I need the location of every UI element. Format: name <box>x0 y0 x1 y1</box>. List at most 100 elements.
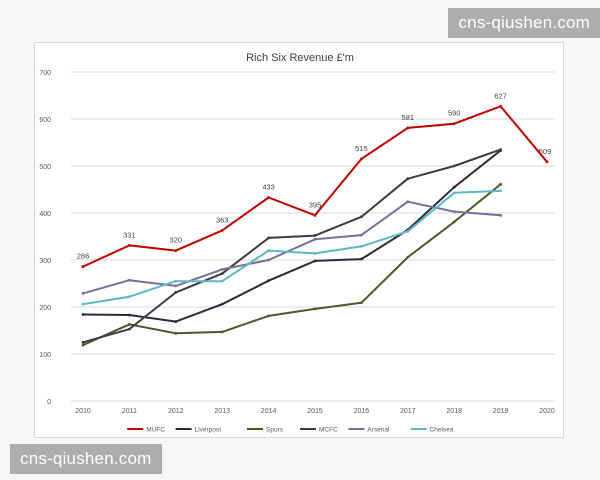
x-tick-label-2017: 2017 <box>400 408 416 415</box>
revenue-line-chart: Rich Six Revenue £'m 0 100 200 300 400 500 600 7… <box>39 52 555 434</box>
data-label-mufc-2014: 433 <box>262 182 275 191</box>
y-tick-label-200: 200 <box>39 305 51 312</box>
point-chelsea-2014 <box>267 249 270 253</box>
x-tick-label-2012: 2012 <box>168 408 184 415</box>
x-tick-label-2014: 2014 <box>261 408 277 415</box>
point-liverpool-2012 <box>174 320 178 323</box>
data-label-mufc-2010: 286 <box>77 252 90 261</box>
point-mcfc-2019 <box>499 148 502 151</box>
y-tick-label-700: 700 <box>39 70 51 77</box>
chart-frame: Rich Six Revenue £'m 0 100 200 300 400 500 600 7… <box>34 42 564 438</box>
series-line-liverpool <box>82 149 502 323</box>
point-mcfc-2016 <box>360 215 363 219</box>
point-liverpool-2010 <box>81 313 85 316</box>
point-arsenal-2019 <box>499 213 502 217</box>
y-tick-label-500: 500 <box>39 164 51 171</box>
point-chelsea-2011 <box>128 295 131 299</box>
x-tick-label-2011: 2011 <box>122 408 137 415</box>
point-spurs-2015 <box>313 307 317 311</box>
x-tick-label-2020: 2020 <box>539 408 555 415</box>
point-spurs-2017 <box>406 255 410 259</box>
point-chelsea-2017 <box>406 229 410 233</box>
watermark-bottom: cns-qiushen.com <box>10 444 162 474</box>
point-mcfc-2015 <box>313 234 317 237</box>
point-chelsea-2013 <box>220 279 224 283</box>
x-tick-label-2015: 2015 <box>307 408 323 415</box>
point-spurs-2011 <box>128 322 131 326</box>
point-arsenal-2011 <box>128 278 131 282</box>
data-label-mufc-2018: 590 <box>448 109 461 118</box>
point-chelsea-2018 <box>452 191 456 195</box>
point-mufc-2013 <box>220 228 224 232</box>
series-line-arsenal <box>82 200 502 295</box>
data-label-mufc-2012: 320 <box>170 236 183 245</box>
legend-label-spurs: Spurs <box>266 427 284 434</box>
point-mcfc-2017 <box>406 177 410 181</box>
x-tick-label-2018: 2018 <box>446 408 462 415</box>
point-mufc-2016 <box>360 157 363 161</box>
series-line-mufc <box>82 105 548 268</box>
x-tick-label-2019: 2019 <box>493 408 509 415</box>
point-mufc-2011 <box>128 244 131 247</box>
point-liverpool-2015 <box>313 259 317 263</box>
point-mufc-2019 <box>499 104 502 108</box>
point-arsenal-2012 <box>174 284 178 288</box>
point-liverpool-2014 <box>267 279 270 283</box>
x-tick-label-2016: 2016 <box>354 408 370 415</box>
data-label-mufc-2015: 395 <box>309 200 322 209</box>
point-mufc-2010 <box>81 265 85 268</box>
y-tick-label-300: 300 <box>39 258 51 265</box>
point-mcfc-2013 <box>220 272 224 276</box>
point-mcfc-2010 <box>81 340 85 344</box>
point-spurs-2018 <box>452 220 456 224</box>
legend-label-liverpool: Liverpool <box>195 427 222 434</box>
point-arsenal-2015 <box>313 237 317 241</box>
watermark-top: cns-qiushen.com <box>448 8 600 38</box>
point-chelsea-2016 <box>360 244 363 248</box>
y-tick-label-0: 0 <box>47 399 51 406</box>
point-liverpool-2011 <box>128 313 131 317</box>
point-arsenal-2017 <box>406 200 410 204</box>
y-tick-label-400: 400 <box>39 211 51 218</box>
point-liverpool-2018 <box>452 185 456 189</box>
point-chelsea-2010 <box>81 302 85 306</box>
legend-label-chelsea: Chelsea <box>430 427 454 434</box>
point-mcfc-2011 <box>128 327 131 331</box>
chart-title: Rich Six Revenue £'m <box>246 52 354 64</box>
data-label-mufc-2019: 627 <box>494 91 507 100</box>
point-mufc-2015 <box>313 213 317 217</box>
data-label-mufc-2016: 515 <box>355 144 368 153</box>
series-line-mcfc <box>82 148 502 344</box>
point-spurs-2014 <box>267 314 270 318</box>
point-mcfc-2012 <box>174 291 178 294</box>
point-spurs-2019 <box>499 182 502 186</box>
legend-label-arsenal: Arsenal <box>367 427 390 434</box>
point-spurs-2013 <box>220 330 224 334</box>
data-label-mufc-2020: 509 <box>539 147 552 156</box>
point-chelsea-2012 <box>174 279 178 283</box>
point-liverpool-2016 <box>360 257 363 261</box>
point-mcfc-2018 <box>452 164 456 168</box>
data-label-mufc-2013: 363 <box>216 215 229 224</box>
data-label-mufc-2017: 581 <box>402 113 415 122</box>
point-arsenal-2013 <box>220 268 224 271</box>
point-liverpool-2013 <box>220 302 224 306</box>
point-spurs-2012 <box>174 331 178 335</box>
x-tick-label-2010: 2010 <box>75 408 91 415</box>
series-line-spurs <box>82 183 502 347</box>
y-tick-label-100: 100 <box>39 352 51 359</box>
point-arsenal-2010 <box>81 291 85 295</box>
x-tick-label-2013: 2013 <box>214 408 230 415</box>
y-tick-label-600: 600 <box>39 117 51 124</box>
series-line-chelsea <box>82 189 502 306</box>
point-arsenal-2018 <box>452 210 456 213</box>
point-mufc-2018 <box>452 122 456 126</box>
data-label-mufc-2011: 331 <box>123 230 136 239</box>
point-spurs-2016 <box>360 301 363 305</box>
point-arsenal-2014 <box>267 258 270 262</box>
point-mufc-2014 <box>267 196 270 199</box>
point-mufc-2017 <box>406 126 410 130</box>
point-arsenal-2016 <box>360 233 363 237</box>
point-chelsea-2019 <box>499 189 502 193</box>
